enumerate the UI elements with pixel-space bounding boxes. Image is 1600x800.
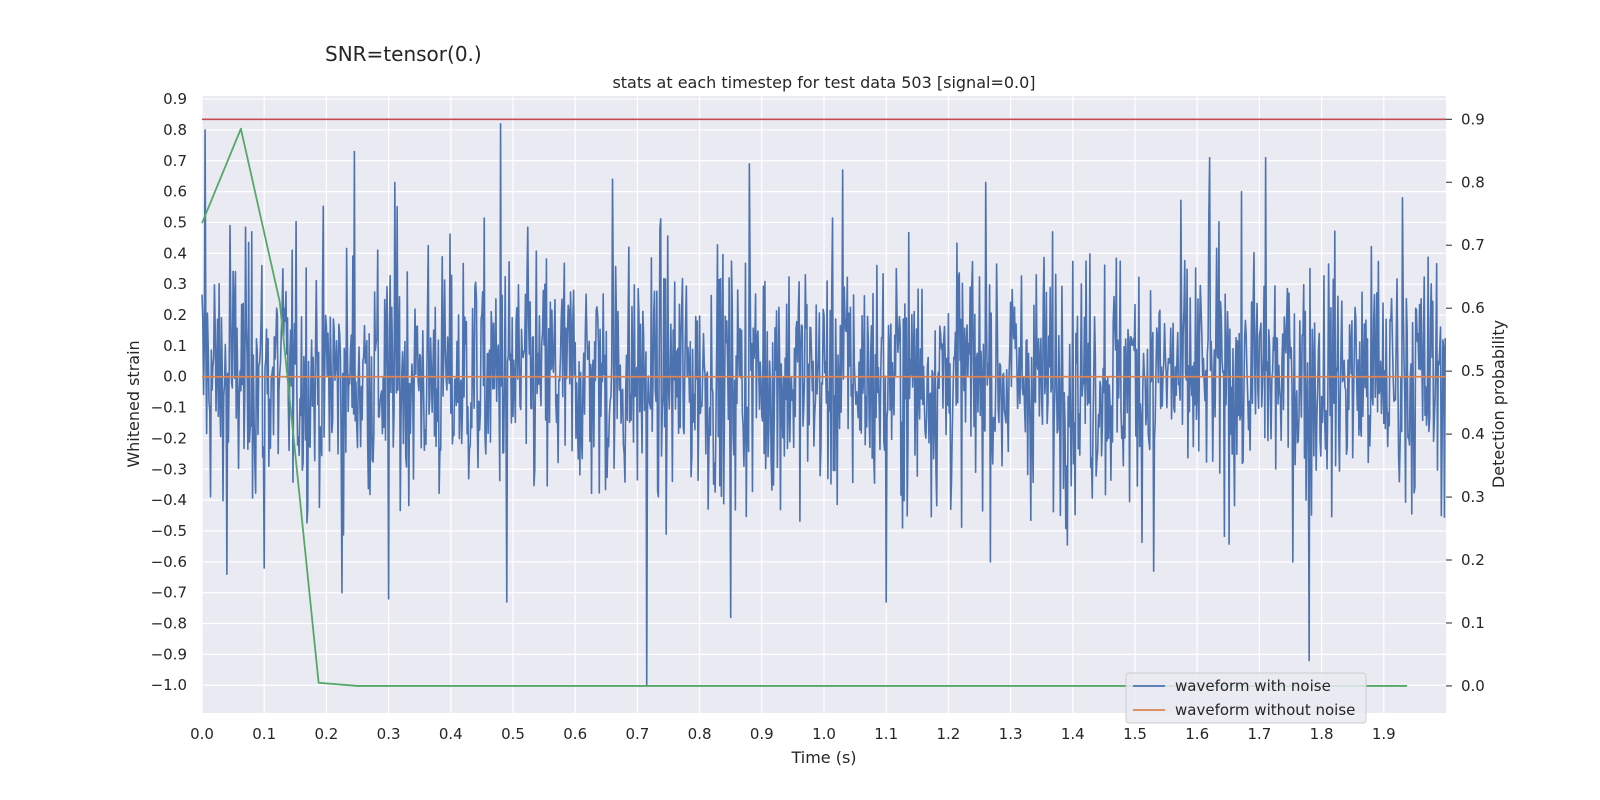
y-tick-label: 0.6 [163,183,187,201]
x-tick-label: 0.2 [314,725,338,743]
x-tick-label: 0.1 [252,725,276,743]
x-tick-label: 0.9 [750,725,774,743]
y-tick-label: 0.7 [163,152,187,170]
x-tick-label: 0.8 [688,725,712,743]
y-tick-label: −0.5 [151,522,187,540]
figure-suptitle: SNR=tensor(0.) [325,42,482,66]
x-tick-label: 0.3 [377,725,401,743]
y-tick-label: −1.0 [151,676,187,694]
y-axis-label: Whitened strain [124,340,143,467]
y2-tick-label: 0.0 [1461,677,1485,695]
x-tick-label: 1.0 [812,725,836,743]
x-axis-label: Time (s) [790,748,856,767]
y2-tick-label: 0.3 [1461,488,1485,506]
x-tick-label: 1.8 [1310,725,1334,743]
x-tick-label: 1.4 [1061,725,1085,743]
x-tick-label: 0.7 [625,725,649,743]
legend-box [1125,672,1367,724]
y2-tick-label: 0.6 [1461,299,1485,317]
y2-tick-label: 0.7 [1461,236,1485,254]
y-tick-label: −0.2 [151,429,187,447]
y-tick-label: 0.0 [163,368,187,386]
y-tick-label: 0.1 [163,337,187,355]
x-tick-label: 1.3 [999,725,1023,743]
y-tick-label: −0.4 [151,491,187,509]
x-tick-label: 0.6 [563,725,587,743]
y-tick-label: −0.3 [151,460,187,478]
y-tick-label: −0.9 [151,645,187,663]
y-tick-label: −0.7 [151,584,187,602]
x-tick-label: 0.4 [439,725,463,743]
legend-label-clean: waveform without noise [1175,701,1355,719]
y2-tick-label: 0.4 [1461,425,1485,443]
y2-tick-label: 0.5 [1461,362,1485,380]
x-tick-labels: 0.0 0.1 0.2 0.3 0.4 0.5 0.6 0.7 0.8 0.9 1.0 1.1 1.2 1… [190,725,1396,743]
chart-title: stats at each timestep for test data 503… [612,73,1035,92]
y-tick-label: 0.9 [163,90,187,108]
legend-label-noise: waveform with noise [1175,677,1331,695]
x-tick-label: 1.5 [1123,725,1147,743]
y-tick-labels: 0.9 0.8 0.7 0.6 0.5 0.4 0.3 0.2 0.1 0.0 −0.1 −0.2 −0… [151,90,187,694]
legend: waveform with noise waveform without noi… [1125,672,1367,724]
y-tick-label: 0.8 [163,121,187,139]
x-tick-label: 1.6 [1185,725,1209,743]
y-tick-label: −0.1 [151,399,187,417]
noisy-waveform-line [201,122,1447,687]
y-tick-label: −0.8 [151,615,187,633]
x-tick-label: 0.5 [501,725,525,743]
y2-tick-label: 0.8 [1461,173,1485,191]
x-tick-label: 1.9 [1372,725,1396,743]
y2-tick-labels: 0.9 0.8 0.7 0.6 0.5 0.4 0.3 0.2 0.1 0.0 [1446,110,1485,695]
x-tick-label: 1.1 [874,725,898,743]
y2-axis-label: Detection probability [1489,320,1508,488]
y-tick-label: 0.2 [163,306,187,324]
x-tick-label: 1.2 [936,725,960,743]
y2-tick-label: 0.2 [1461,551,1485,569]
y-tick-label: 0.3 [163,275,187,293]
y2-tick-label: 0.9 [1461,110,1485,128]
y2-tick-label: 0.1 [1461,614,1485,632]
y-tick-label: −0.6 [151,553,187,571]
y-tick-label: 0.5 [163,213,187,231]
x-tick-label: 0.0 [190,725,214,743]
x-tick-label: 1.7 [1247,725,1271,743]
y-tick-label: 0.4 [163,244,187,262]
